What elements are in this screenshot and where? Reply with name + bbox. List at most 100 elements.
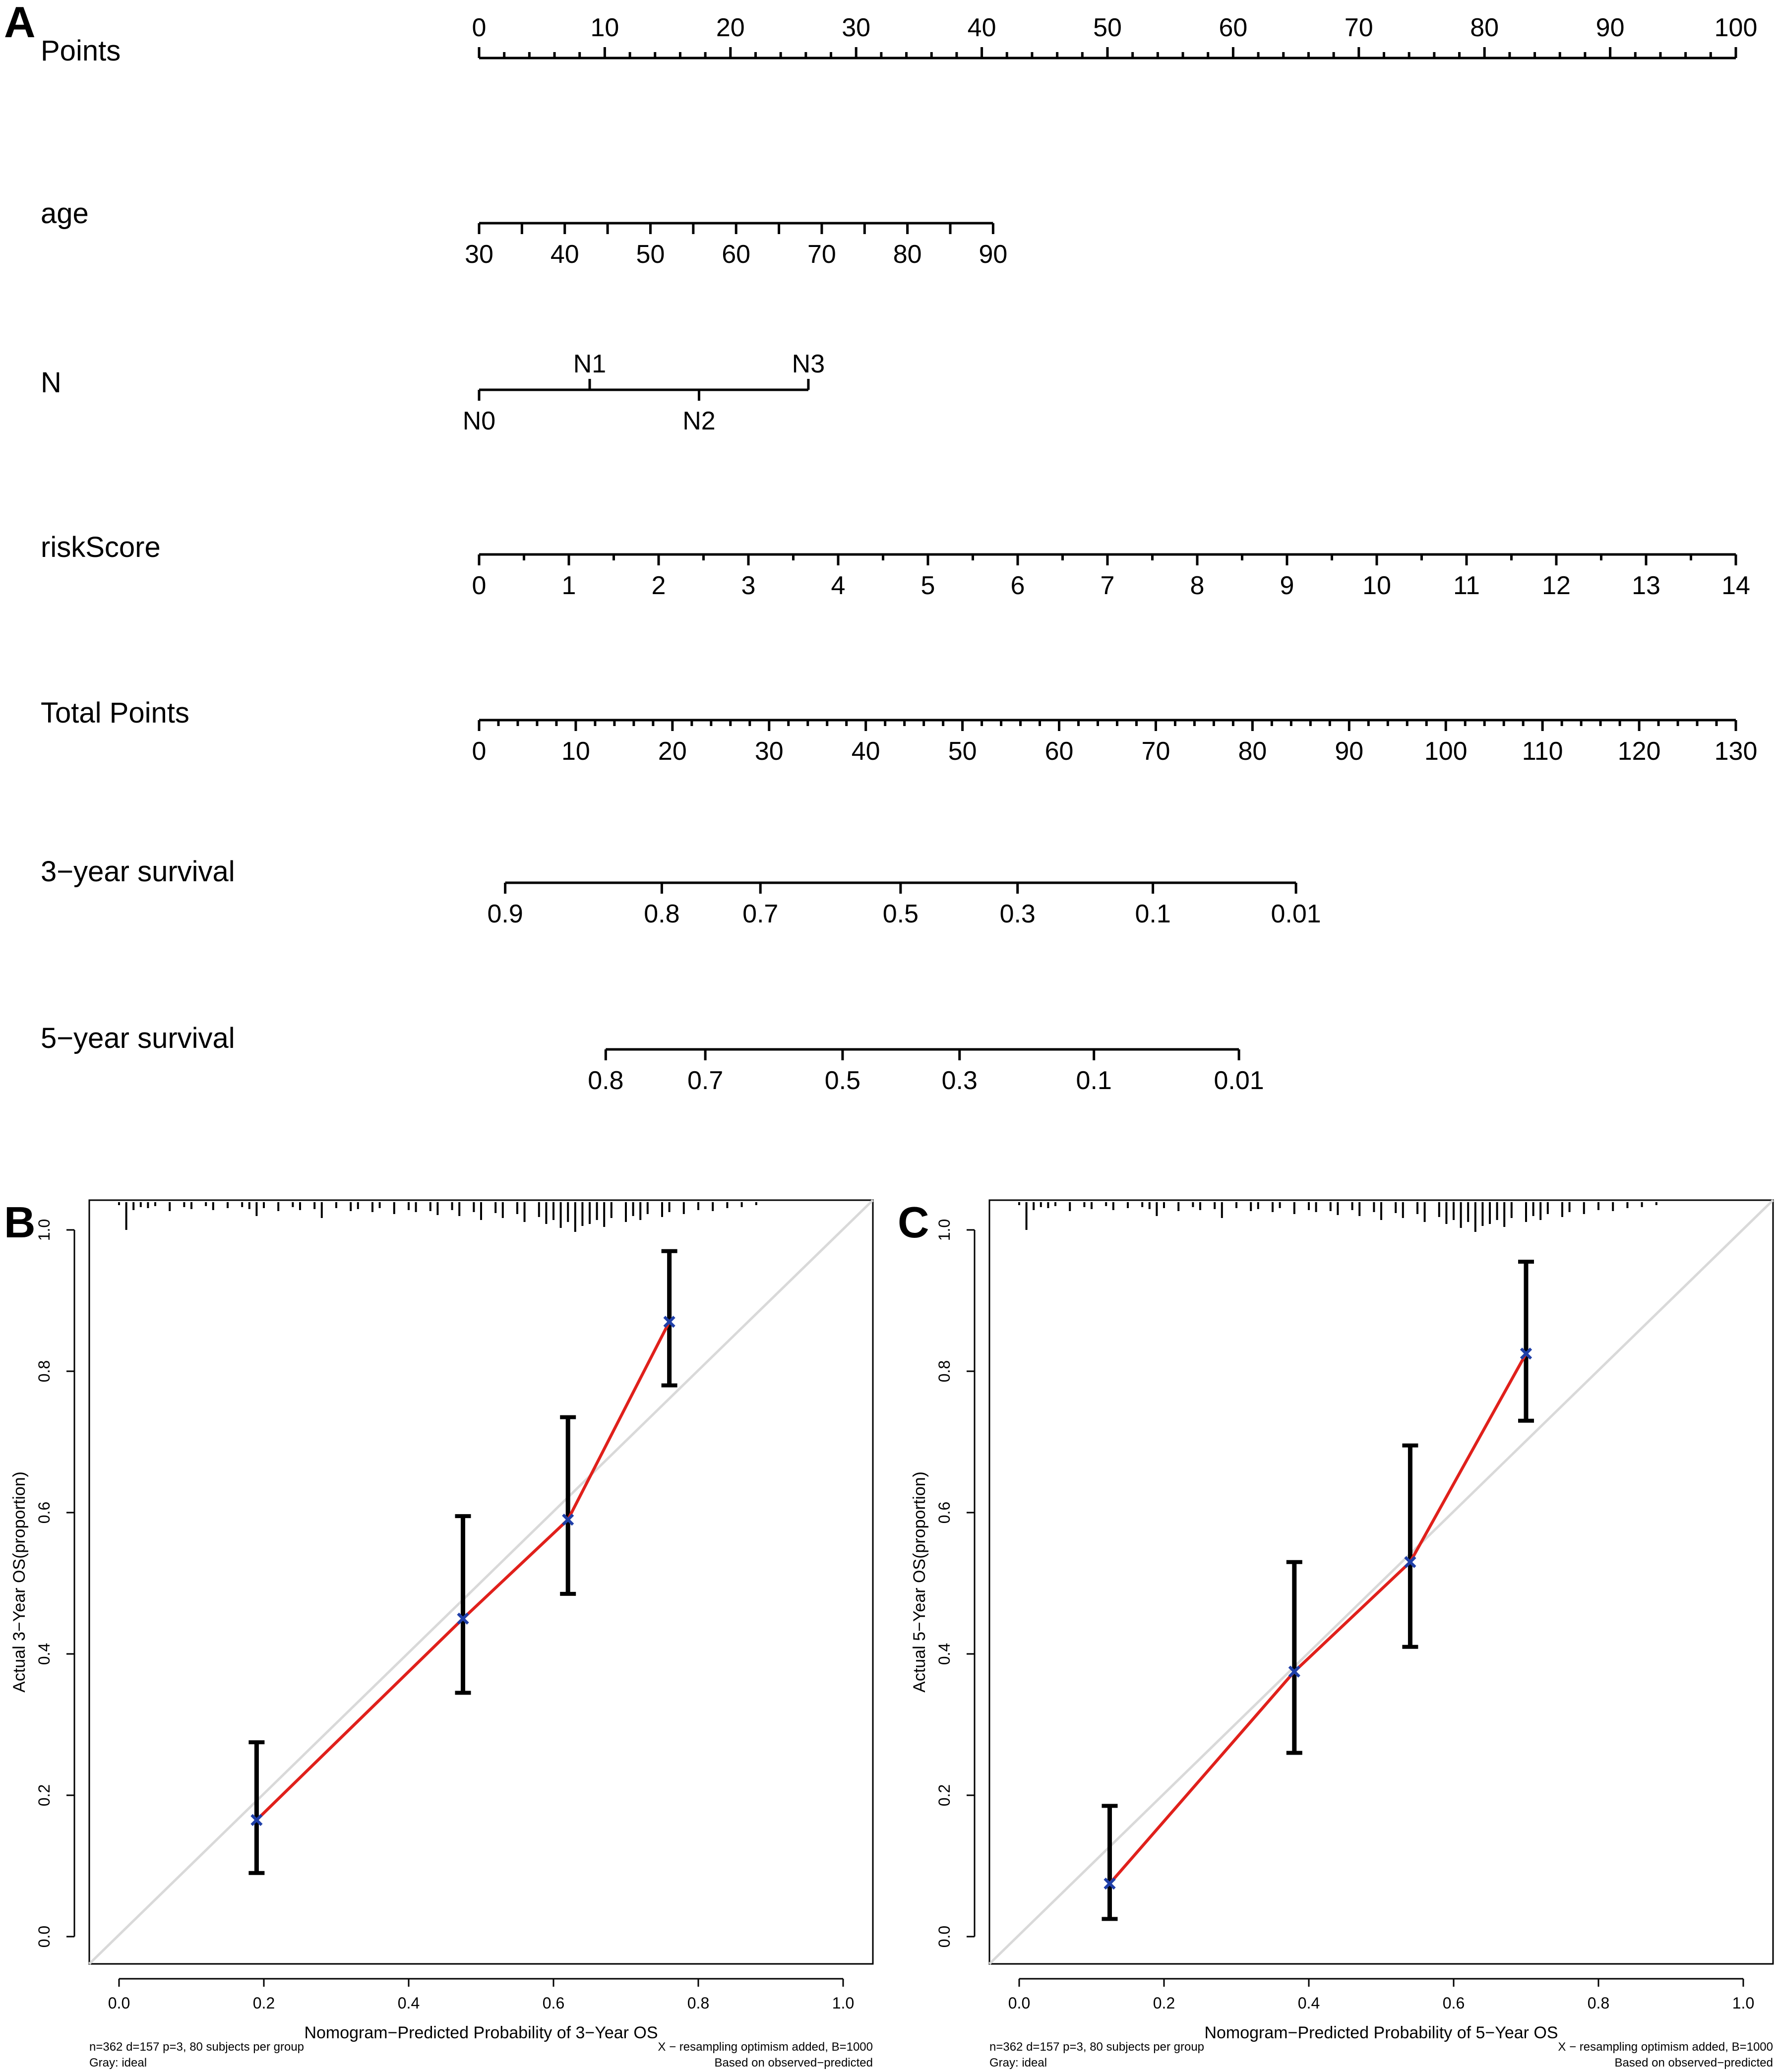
riskscore-tick-label: 3 [741, 571, 756, 600]
calibration-point [1404, 1556, 1416, 1568]
calibration-panel-3-year: B 0.0 0.2 0.4 0.6 0.8 1.0 Nomogram−Predicted P… [4, 1198, 874, 2070]
riskscore-tick-label: 11 [1453, 571, 1480, 600]
panel-label-b: B [4, 1198, 36, 1247]
riskscore-tick-label: 5 [921, 571, 935, 600]
total-points-tick-label: 10 [561, 737, 590, 766]
point-mark [1288, 1665, 1300, 1678]
points-tick-label: 80 [1470, 13, 1499, 42]
riskscore-tick-label: 4 [831, 571, 846, 600]
calibration-line [1108, 1352, 1528, 1885]
y-tick-label: 0.6 [935, 1502, 953, 1524]
ideal-line [988, 1199, 1774, 1965]
points-tick-label: 0 [472, 13, 487, 42]
footnote-right: X − resampling optimism added, B=1000 [658, 2040, 873, 2054]
row-label-riskscore: riskScore [41, 531, 161, 563]
panel-label-a: A [4, 0, 36, 47]
riskscore-tick-label: 14 [1721, 571, 1750, 600]
y-tick-label: 1.0 [935, 1219, 953, 1241]
5-year-survival-tick-label: 0.8 [588, 1066, 623, 1095]
points-tick-label: 20 [716, 13, 745, 42]
total-points-tick-label: 80 [1238, 737, 1267, 766]
total-points-tick-label: 30 [755, 737, 784, 766]
y-tick-label: 0.6 [35, 1502, 53, 1524]
x-tick-label: 0.0 [1008, 1994, 1030, 2012]
age-tick-label: 40 [551, 240, 579, 269]
row-label-3-year-survival: 3−year survival [41, 855, 235, 888]
total-points-tick-label: 60 [1045, 737, 1074, 766]
calibration-line [255, 1321, 671, 1822]
footnote-left: Gray: ideal [89, 2056, 147, 2070]
x-tick-label: 0.4 [1298, 1994, 1320, 2012]
row-label-age: age [41, 197, 89, 230]
5-year-survival-tick-label: 0.01 [1214, 1066, 1264, 1095]
point-mark [457, 1612, 469, 1625]
x-tick-label: 0.2 [1153, 1994, 1175, 2012]
y-tick-label: 0.0 [35, 1926, 53, 1948]
age-tick-label: 70 [807, 240, 836, 269]
age-tick-label: 90 [979, 240, 1007, 269]
points-tick-label: 40 [968, 13, 996, 42]
3-year-survival-tick-label: 0.5 [883, 900, 919, 928]
points-tick-label: 90 [1596, 13, 1625, 42]
calibration-plot-5-year: 0.0 0.2 0.4 0.6 0.8 1.0 Nomogram−Predicted Pro… [910, 1199, 1774, 2070]
total-points-tick-label: 100 [1424, 737, 1468, 766]
riskscore-tick-label: 7 [1101, 571, 1115, 600]
y-tick-label: 0.8 [35, 1360, 53, 1382]
3-year-survival-tick-label: 0.9 [487, 900, 523, 928]
x-tick-label: 0.0 [108, 1994, 130, 2012]
ideal-line [88, 1199, 874, 1965]
y-tick-label: 0.2 [935, 1784, 953, 1806]
x-tick-label: 0.8 [1588, 1994, 1609, 2012]
5-year-survival-tick-label: 0.1 [1076, 1066, 1112, 1095]
3-year-survival-tick-label: 0.8 [644, 900, 679, 928]
point-mark [562, 1514, 574, 1526]
total-points-tick-label: 50 [948, 737, 977, 766]
riskscore-tick-label: 8 [1190, 571, 1205, 600]
points-tick-label: 60 [1219, 13, 1247, 42]
3-year-survival-tick-label: 0.7 [742, 900, 778, 928]
riskscore-tick-label: 2 [652, 571, 666, 600]
x-tick-label: 0.6 [543, 1994, 564, 2012]
y-tick-label: 0.4 [935, 1643, 953, 1665]
age-tick-label: 60 [722, 240, 750, 269]
age-tick-label: 80 [893, 240, 922, 269]
calibration-point [562, 1514, 574, 1526]
riskscore-tick-label: 1 [562, 571, 576, 600]
calibration-point [1520, 1347, 1532, 1360]
footnote-right: Based on observed−predicted [714, 2056, 873, 2070]
footnote-left: n=362 d=157 p=3, 80 subjects per group [89, 2040, 304, 2054]
5-year-survival-tick-label: 0.3 [942, 1066, 978, 1095]
footnote-left: Gray: ideal [989, 2056, 1047, 2070]
3-year-survival-tick-label: 0.01 [1271, 900, 1321, 928]
y-axis-title: Actual 5−Year OS(proportion) [910, 1471, 929, 1693]
y-tick-label: 0.4 [35, 1643, 53, 1665]
x-tick-label: 0.6 [1443, 1994, 1465, 2012]
plot-frame [88, 1199, 874, 1965]
n-level-label: N1 [573, 350, 606, 378]
3-year-survival-tick-label: 0.1 [1135, 900, 1170, 928]
row-label-5-year-survival: 5−year survival [41, 1022, 235, 1054]
age-tick-label: 50 [636, 240, 665, 269]
n-level-label: N3 [792, 350, 825, 378]
footnote-right: X − resampling optimism added, B=1000 [1558, 2040, 1773, 2054]
y-tick-label: 0.0 [935, 1926, 953, 1948]
point-mark [663, 1316, 675, 1328]
riskscore-tick-label: 9 [1280, 571, 1294, 600]
total-points-tick-label: 90 [1335, 737, 1363, 766]
calibration-point [1103, 1878, 1116, 1890]
point-mark [1404, 1556, 1416, 1568]
calibration-point [457, 1612, 469, 1625]
row-label-n: N [41, 366, 61, 399]
total-points-tick-label: 0 [472, 737, 487, 766]
row-label-points: Points [41, 35, 121, 67]
calibration-point [250, 1814, 263, 1826]
x-axis-title: Nomogram−Predicted Probability of 5−Year… [1204, 2023, 1558, 2042]
calibration-point [1288, 1665, 1300, 1678]
point-mark [250, 1814, 263, 1826]
total-points-tick-label: 70 [1142, 737, 1170, 766]
total-points-tick-label: 130 [1715, 737, 1758, 766]
footnote-right: Based on observed−predicted [1614, 2056, 1773, 2070]
5-year-survival-tick-label: 0.5 [825, 1066, 860, 1095]
